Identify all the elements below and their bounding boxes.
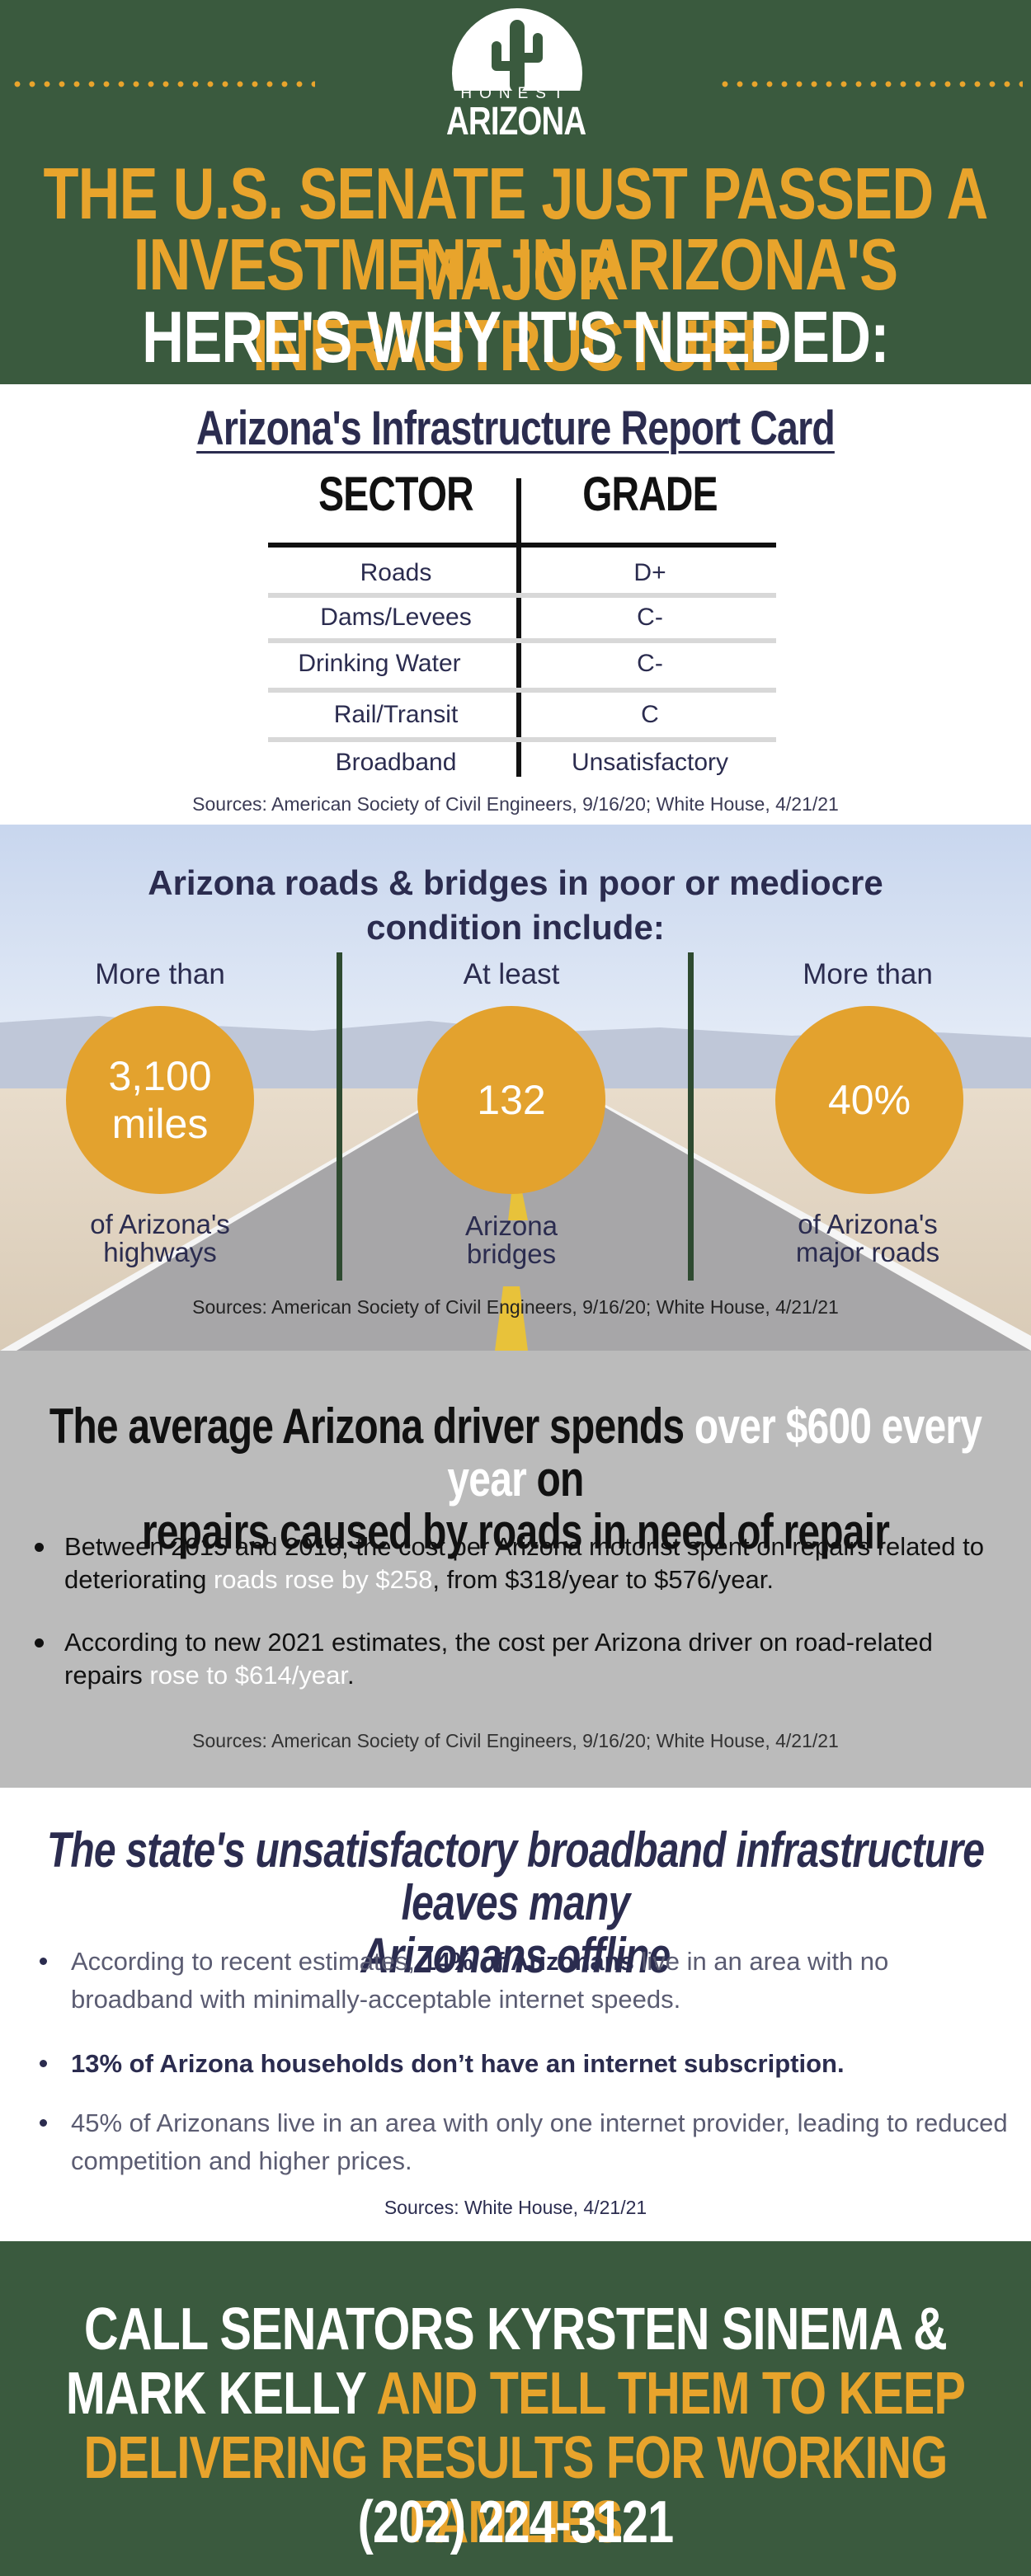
broadband-section-title: The state's unsatisfactory broadband inf… — [37, 1824, 994, 1982]
table-cell-grade: Unsatisfactory — [571, 749, 729, 776]
stat-bridges-value: 132 — [477, 1077, 546, 1123]
cta-line-3: DELIVERING RESULTS FOR WORKING FAMILIES — [83, 2425, 949, 2555]
table-cell-grade: C — [641, 701, 659, 728]
stat-bridges-prefix: At least — [463, 958, 560, 990]
source-note: Sources: American Society of Civil Engin… — [192, 1730, 839, 1751]
table-divider-vertical — [516, 478, 521, 777]
logo-text-honest: HONEST — [460, 85, 571, 102]
bullet-text: According to new 2021 estimates, the cos… — [64, 1628, 933, 1690]
bullet-highlight: roads rose by $258 — [213, 1565, 433, 1594]
bullet-icon — [35, 1543, 44, 1552]
dotted-line-right — [718, 81, 1023, 87]
source-note: Sources: White House, 4/21/21 — [384, 2197, 647, 2218]
broadband-section: The state's unsatisfactory broadband inf… — [0, 1788, 1031, 2241]
cta-line-2: MARK KELLY AND TELL THEM TO KEEP — [37, 2362, 994, 2426]
table-divider-horizontal — [268, 543, 776, 548]
stat-major-roads-value: 40% — [827, 1077, 911, 1123]
broadband-title-line-2: Arizonans offline — [360, 1928, 671, 1983]
table-cell-grade: C- — [637, 650, 663, 677]
source-note: Sources: American Society of Civil Engin… — [192, 793, 839, 815]
table-cell-sector: Rail/Transit — [333, 701, 459, 728]
headline-line-3: HERE'S WHY IT'S NEEDED: — [142, 296, 889, 378]
cactus-icon — [452, 8, 582, 139]
column-header-sector: SECTOR — [318, 468, 474, 521]
cta-line-1: CALL SENATORS KYRSTEN SINEMA & — [84, 2296, 948, 2362]
list-item: According to recent estimates, 14% of Ar… — [35, 1943, 1008, 2019]
driver-title-text-a: The average Arizona driver spends — [49, 1398, 694, 1454]
table-cell-grade: D+ — [633, 559, 666, 586]
logo-text-arizona: ARIZONA — [446, 100, 586, 143]
bullet-icon — [40, 2119, 47, 2127]
stat-bridges-label-line-2: bridges — [466, 1239, 557, 1269]
stat-divider — [688, 952, 694, 1281]
stat-bridges-label-line-1: Arizona — [465, 1210, 558, 1241]
bullet-text: Between 2015 and 2018, the cost per Ariz… — [64, 1532, 984, 1594]
headline-line-2: INVESTMENT IN ARIZONA'S INFRASTRUCTURE — [133, 223, 898, 386]
broadband-title-line-1: The state's unsatisfactory broadband inf… — [46, 1822, 985, 1930]
list-item: 45% of Arizonans live in an area with on… — [35, 2104, 1008, 2180]
cta-line-2-white: MARK KELLY — [65, 2361, 377, 2427]
stat-divider — [337, 952, 342, 1281]
source-note: Sources: American Society of Civil Engin… — [192, 1296, 839, 1318]
stat-major-roads-label: of Arizona's major roads — [703, 1210, 1031, 1267]
bullet-text: live in an area with no broadband with m… — [71, 1947, 889, 2014]
bullet-highlight: rose to $614/year — [149, 1661, 347, 1690]
roads-title-line-1: Arizona roads & bridges in poor or medio… — [148, 863, 883, 902]
stat-highways-label: of Arizona's highways — [0, 1210, 325, 1267]
table-cell-sector: Broadband — [335, 749, 457, 776]
driver-section-title: The average Arizona driver spends over $… — [37, 1400, 994, 1558]
stat-highways-unit: miles — [111, 1101, 209, 1147]
dotted-line-left — [10, 81, 315, 87]
roads-bridges-section: Arizona roads & bridges in poor or medio… — [0, 825, 1031, 1351]
table-cell-sector: Drinking Water — [298, 650, 461, 677]
column-header-grade: GRADE — [582, 468, 718, 521]
stat-highways-label-line-2: highways — [103, 1237, 217, 1267]
bullet-icon — [40, 1958, 47, 1965]
report-card-title: Arizona's Infrastructure Report Card — [196, 402, 836, 455]
stat-bridges-label: Arizona bridges — [346, 1212, 676, 1268]
stat-major-roads-label-line-1: of Arizona's — [798, 1209, 938, 1239]
cta-phone-number[interactable]: (202) 224-3121 — [357, 2489, 675, 2555]
bullet-text: , from $318/year to $576/year. — [432, 1565, 774, 1594]
cta-line-2-orange: AND TELL THEM TO KEEP — [376, 2361, 966, 2427]
row-separator — [268, 593, 776, 598]
call-to-action-footer: CALL SENATORS KYRSTEN SINEMA & MARK KELL… — [0, 2241, 1031, 2576]
roads-title-line-2: condition include: — [366, 908, 665, 947]
report-card-section: Arizona's Infrastructure Report Card SEC… — [0, 384, 1031, 825]
stat-highways-value: 3,100 — [108, 1053, 212, 1099]
table-cell-sector: Roads — [360, 559, 432, 586]
row-separator — [268, 638, 776, 643]
bullet-emphasis: 13% of Arizona households don’t have an … — [71, 2049, 837, 2078]
header-banner: HONEST ARIZONA THE U.S. SENATE JUST PASS… — [0, 0, 1031, 386]
driver-title-line-2: repairs caused by roads in need of repai… — [141, 1504, 890, 1559]
bullet-icon — [35, 1638, 44, 1648]
bullet-text: 45% of Arizonans live in an area with on… — [71, 2108, 1008, 2175]
list-item: According to new 2021 estimates, the cos… — [35, 1626, 1008, 1692]
list-item: 13% of Arizona households don’t have an … — [35, 2045, 1008, 2083]
stat-major-roads-label-line-2: major roads — [795, 1237, 940, 1267]
driver-title-highlight: over $600 every year — [447, 1398, 982, 1507]
bullet-text: . — [836, 2049, 845, 2078]
driver-cost-section: The average Arizona driver spends over $… — [0, 1351, 1031, 1788]
headline-line-1: THE U.S. SENATE JUST PASSED A MAJOR — [43, 153, 988, 315]
driver-title-text-b: on — [525, 1451, 585, 1507]
roads-section-title: Arizona roads & bridges in poor or medio… — [0, 861, 1031, 950]
row-separator — [268, 737, 776, 742]
stat-highways-circle: 3,100 miles — [66, 1006, 254, 1194]
bullet-text: . — [346, 1661, 355, 1690]
row-separator — [268, 688, 776, 693]
table-cell-grade: C- — [637, 604, 663, 631]
list-item: Between 2015 and 2018, the cost per Ariz… — [35, 1530, 1008, 1596]
bullet-icon — [40, 2060, 47, 2067]
bullet-text: According to recent estimates, — [71, 1947, 422, 1976]
stat-major-roads-prefix: More than — [803, 958, 933, 990]
bullet-emphasis: 14% of Arizonans — [421, 1947, 634, 1976]
stat-major-roads-circle: 40% — [775, 1006, 963, 1194]
stat-bridges-circle: 132 — [417, 1006, 605, 1194]
stat-highways-label-line-1: of Arizona's — [90, 1209, 230, 1239]
table-cell-sector: Dams/Levees — [320, 604, 472, 631]
stat-highways-prefix: More than — [95, 958, 225, 990]
